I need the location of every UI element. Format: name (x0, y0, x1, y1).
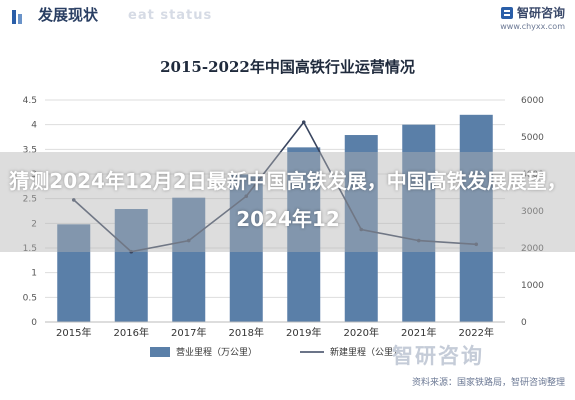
bar (459, 114, 493, 322)
y-left-tick-label: 1 (31, 269, 37, 279)
brand-logo: 智研咨询 www.chyxx.com (500, 4, 565, 31)
bar (114, 209, 148, 322)
x-tick-label: 2019年 (286, 326, 321, 339)
y-left-tick-label: 0 (31, 318, 37, 328)
y-right-tick-label: 3000 (521, 207, 544, 217)
y-right-tick-label: 6000 (521, 96, 544, 106)
x-tick-label: 2015年 (56, 326, 91, 339)
y-right-tick-label: 4000 (521, 170, 544, 180)
logo-url: www.chyxx.com (500, 22, 565, 31)
header-accent-icon (12, 10, 22, 24)
line-point (129, 249, 134, 254)
y-left-tick-label: 3 (31, 170, 37, 180)
line-series (73, 120, 477, 253)
y-left-tick-label: 2 (31, 219, 37, 229)
x-tick-label: 2022年 (459, 326, 494, 339)
chart-canvas: 0 0.5 1 1.5 2 2.5 3 3.5 4 4.5 0 1000 2000 3000 4000 500… (23, 96, 545, 358)
x-tick-label: 2021年 (401, 326, 436, 339)
bar (229, 174, 263, 322)
line-point (244, 194, 249, 198)
logo-name: 智研咨询 (516, 6, 565, 20)
y-right-tick-label: 5000 (521, 133, 544, 143)
legend-bar-swatch (150, 347, 170, 357)
logo-mark-icon (500, 7, 513, 19)
x-tick-label: 2016年 (114, 326, 149, 339)
line-point (186, 238, 191, 243)
bar (57, 224, 91, 322)
y-right-tick-label: 1000 (521, 281, 544, 291)
line-point (71, 198, 76, 202)
legend-bar-label: 营业里程（万公里） (176, 346, 257, 358)
footer-watermark: 智研咨询 (392, 344, 484, 368)
y-right-tick-label: 0 (521, 318, 527, 328)
bar (172, 197, 206, 322)
data-source: 资料来源：国家铁路局，智研咨询整理 (411, 378, 565, 388)
chart-title: 2015-2022年中国高铁行业运营情况 (160, 58, 415, 76)
x-tick-label: 2018年 (229, 326, 264, 339)
y-left-tick-label: 3.5 (23, 145, 37, 155)
header-title: 发展现状 (38, 6, 99, 24)
line-point (416, 238, 421, 243)
x-tick-label: 2017年 (171, 326, 206, 339)
bar (287, 147, 321, 322)
legend-line-label: 新建里程（公里） (330, 346, 402, 358)
y-left-tick-label: 2.5 (23, 195, 37, 205)
overlay-headline: 猜测2024年12月2日最新中国高铁发展，中国高铁发展展望，2024年12 (9, 169, 567, 231)
text-overlay-band (0, 152, 575, 252)
y-left-tick-label: 0.5 (23, 293, 37, 303)
y-left-tick-label: 4 (31, 121, 37, 131)
line-point (359, 227, 364, 232)
x-tick-label: 2020年 (344, 326, 379, 339)
bar (402, 124, 436, 322)
line-point (474, 242, 479, 247)
header-bar: 发展现状 eat status 智研咨询 www.chyxx.com (0, 0, 575, 44)
line-point (301, 120, 306, 124)
y-left-tick-label: 1.5 (23, 244, 37, 254)
y-right-tick-label: 2000 (521, 244, 544, 254)
header-subtitle: eat status (128, 8, 213, 23)
y-left-tick-label: 4.5 (23, 96, 37, 106)
